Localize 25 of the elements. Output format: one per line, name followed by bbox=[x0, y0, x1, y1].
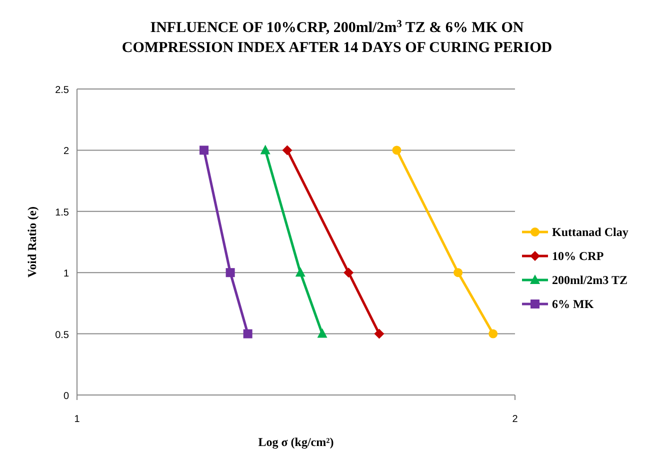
point bbox=[226, 268, 235, 278]
point bbox=[243, 329, 252, 338]
legend-label: 200ml/2m3 TZ bbox=[552, 273, 628, 287]
y-axis-title: Void Ratio (e) bbox=[25, 206, 39, 278]
point bbox=[317, 328, 328, 338]
y-tick-label: 2 bbox=[63, 146, 70, 158]
legend-label: 10% CRP bbox=[552, 249, 604, 263]
legend-label: Kuttanad Clay bbox=[552, 225, 628, 239]
point bbox=[344, 268, 354, 278]
point bbox=[454, 268, 463, 278]
y-tick-label: 1 bbox=[63, 268, 70, 280]
y-tick-label: 1.5 bbox=[55, 207, 70, 218]
point bbox=[295, 267, 306, 277]
x-axis-title: Log σ (kg/cm²) bbox=[258, 435, 334, 449]
point bbox=[260, 144, 270, 154]
y-tick-label: 0.5 bbox=[55, 330, 70, 341]
point bbox=[392, 146, 402, 155]
point bbox=[282, 145, 292, 156]
chart-title: INFLUENCE OF 10%CRP, 200ml/2m$^{3}$ TZ & 6% MK ON COMPRESSION INDEX AFTER 14 DAYS OF CURING PERIOD bbox=[122, 18, 552, 56]
y-tick-label: 0 bbox=[63, 391, 70, 402]
point bbox=[374, 328, 384, 339]
y-tick-label: 2.5 bbox=[55, 85, 70, 96]
legend-label: 6% MK bbox=[552, 297, 594, 311]
point bbox=[200, 146, 209, 155]
point bbox=[488, 329, 498, 338]
